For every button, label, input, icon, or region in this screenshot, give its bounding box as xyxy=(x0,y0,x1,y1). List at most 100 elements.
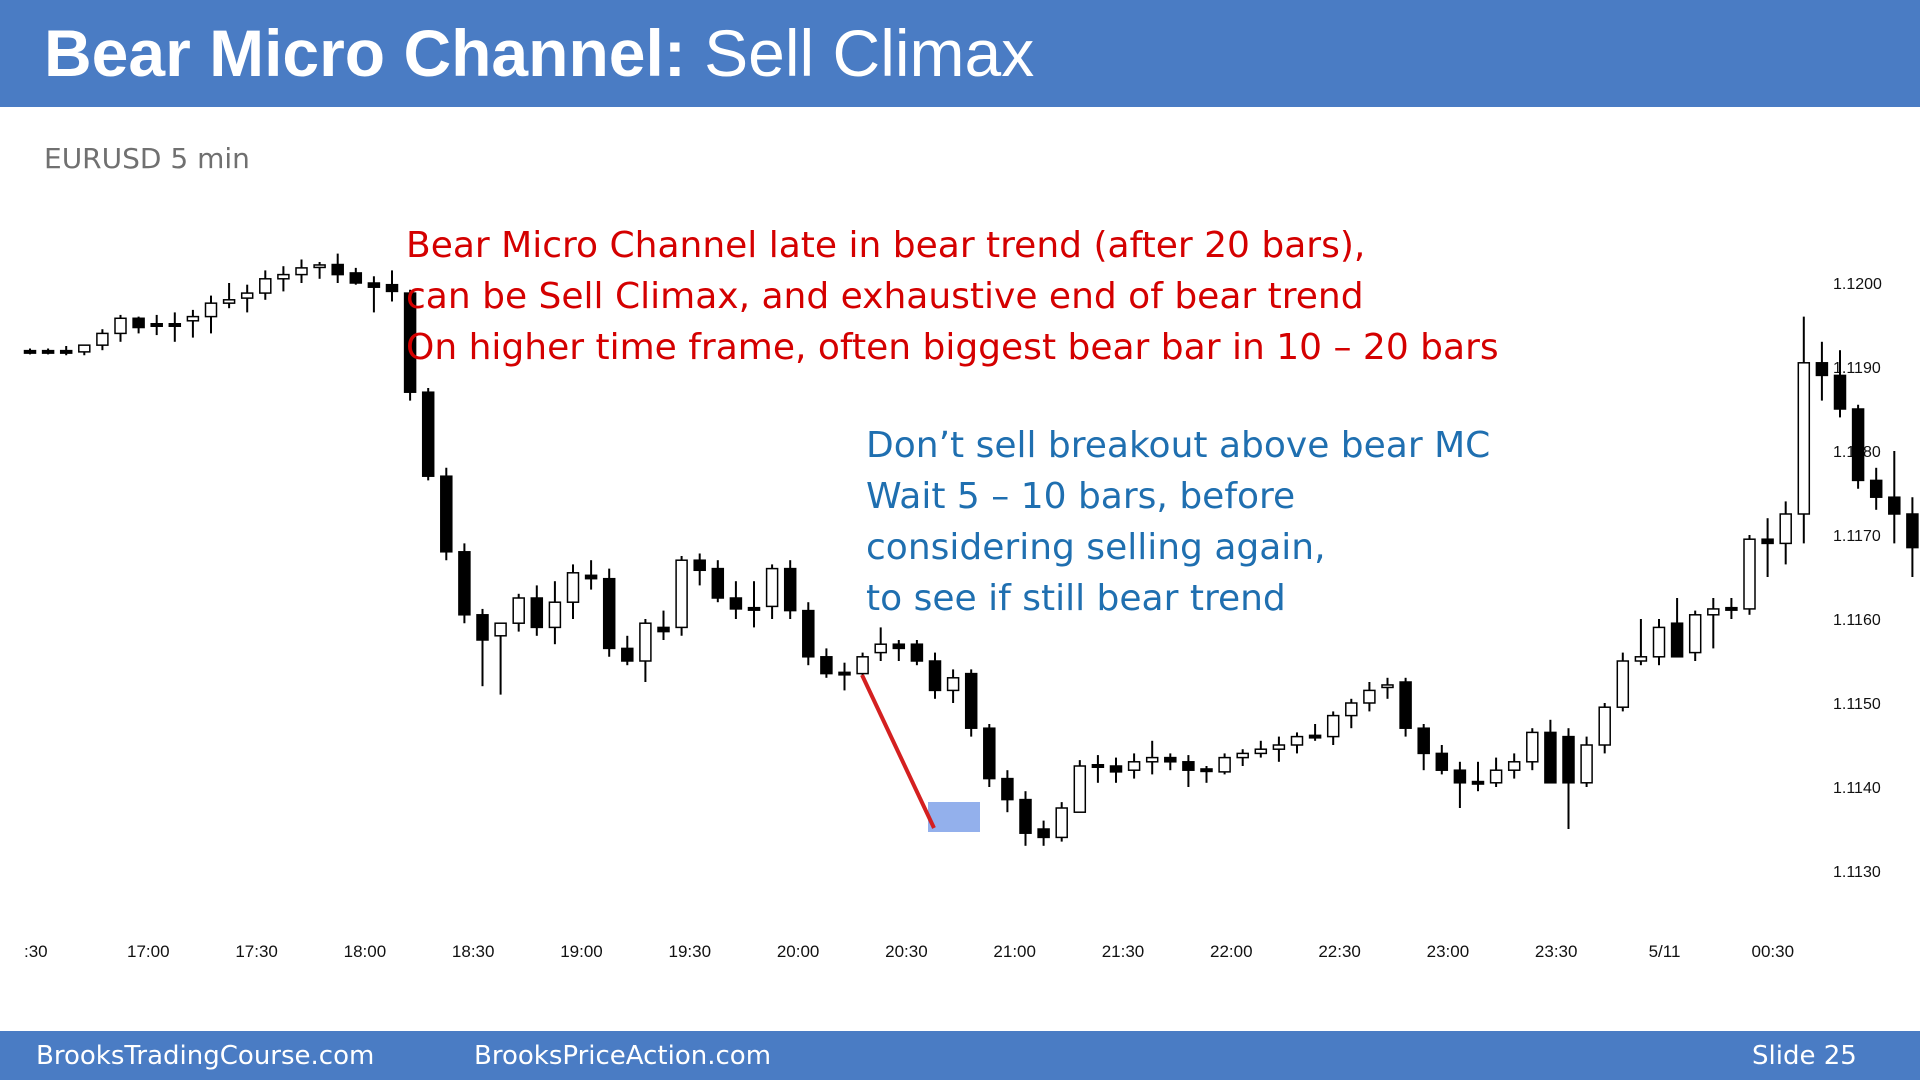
candle xyxy=(313,262,326,279)
candle xyxy=(856,652,869,678)
candle-body-bull xyxy=(1218,756,1231,773)
footer-link-brookspriceaction[interactable]: BrooksPriceAction.com xyxy=(474,1041,772,1071)
candle-body-bear xyxy=(59,349,73,354)
candle-body-bear xyxy=(1200,768,1213,773)
candle-body-bear xyxy=(1164,756,1177,763)
candle-body-bull xyxy=(1381,684,1394,689)
candle xyxy=(530,585,544,636)
candle-body-bear xyxy=(711,567,725,599)
candle-body-bear xyxy=(1308,734,1322,739)
candle xyxy=(421,388,435,481)
micro-channel-highlight xyxy=(928,802,980,832)
candle-body-bear xyxy=(657,626,670,633)
candle xyxy=(295,259,308,283)
candle-body-bear xyxy=(1109,765,1123,773)
candle-body-bear xyxy=(1417,727,1430,755)
candle xyxy=(494,622,507,695)
candle-body-bear xyxy=(23,349,37,354)
candle xyxy=(458,543,471,624)
candle xyxy=(729,581,743,619)
blue-annotation-line: Wait 5 – 10 bars, before xyxy=(866,476,1296,517)
candle xyxy=(1634,619,1648,666)
candle-body-bear xyxy=(530,597,544,629)
candle xyxy=(964,669,978,737)
candle xyxy=(1127,753,1141,779)
candle-body-bear xyxy=(729,597,743,610)
candle xyxy=(1073,760,1087,813)
candle xyxy=(1906,497,1919,577)
candle-body-bear xyxy=(1888,496,1901,515)
footer-link-brookstradingcourse[interactable]: BrooksTradingCourse.com xyxy=(36,1041,375,1071)
red-annotation: Bear Micro Channel late in bear trend (a… xyxy=(406,220,1499,373)
candle xyxy=(240,284,254,313)
candle xyxy=(1526,728,1539,771)
candle xyxy=(1707,598,1720,649)
candle-body-bear xyxy=(1019,798,1032,834)
candle-body-bull xyxy=(675,559,688,629)
x-tick-label: 00:30 xyxy=(1752,942,1795,961)
candle xyxy=(114,314,127,342)
candle-body-bull xyxy=(277,273,290,280)
candle xyxy=(1381,677,1394,699)
candle-body-bull xyxy=(548,601,562,629)
slide-number: Slide 25 xyxy=(1752,1041,1857,1071)
x-tick-label: 21:30 xyxy=(1102,942,1145,961)
candle-body-bear xyxy=(1001,777,1014,801)
candle xyxy=(946,669,960,703)
y-tick-label: 1.1170 xyxy=(1833,528,1881,545)
candle xyxy=(711,560,725,603)
candle-body-bull xyxy=(1526,731,1539,763)
candle xyxy=(132,316,145,334)
candle-body-bear xyxy=(1761,538,1774,545)
candle-body-bear xyxy=(1725,606,1738,611)
x-tick-label: 19:00 xyxy=(560,942,603,961)
candle xyxy=(59,346,73,356)
candle xyxy=(1833,350,1847,418)
x-tick-label: 18:00 xyxy=(344,942,387,961)
x-tick-label: 22:00 xyxy=(1210,942,1253,961)
slide-title: Bear Micro Channel: Sell Climax xyxy=(44,16,1034,90)
candle-body-bull xyxy=(1707,608,1720,616)
candle xyxy=(1815,341,1829,401)
candle xyxy=(41,348,55,355)
candle xyxy=(566,564,580,619)
candle-body-bear xyxy=(602,577,616,650)
candle xyxy=(222,283,236,309)
candle-body-bear xyxy=(1670,622,1684,658)
x-tick-label: 20:00 xyxy=(777,942,820,961)
candle-body-bear xyxy=(693,559,706,572)
candle xyxy=(1109,757,1123,783)
candle xyxy=(1345,698,1358,729)
candle xyxy=(1544,719,1557,784)
candle xyxy=(96,329,109,351)
x-tick-label: 17:30 xyxy=(235,942,278,961)
slide-title-bold: Bear Micro Channel: xyxy=(44,16,686,90)
candles xyxy=(23,253,1919,846)
candle xyxy=(1688,610,1702,661)
candle xyxy=(1779,501,1792,565)
candle-body-bear xyxy=(1562,735,1575,784)
x-tick-label: 23:00 xyxy=(1427,942,1470,961)
x-tick-label: 5/11 xyxy=(1649,942,1681,961)
candle xyxy=(1417,724,1430,771)
candle-body-bull xyxy=(1652,626,1666,658)
candle-body-bull xyxy=(1616,660,1630,708)
red-annotation-line: Bear Micro Channel late in bear trend (a… xyxy=(406,225,1366,266)
candle xyxy=(1869,467,1883,510)
candle xyxy=(693,553,706,586)
candle-body-bull xyxy=(946,677,960,692)
candle xyxy=(838,662,851,691)
candle-body-bear xyxy=(783,567,797,612)
candle xyxy=(1218,753,1231,775)
candle-body-bull xyxy=(222,299,236,304)
candle-body-bear xyxy=(403,292,417,393)
candle-body-bear xyxy=(349,272,363,284)
candle-body-bear xyxy=(331,263,344,276)
blue-annotation-line: to see if still bear trend xyxy=(866,578,1286,619)
candle xyxy=(1037,820,1050,846)
candle xyxy=(349,267,363,285)
candle-body-bear xyxy=(1037,828,1050,839)
candle xyxy=(928,652,942,699)
candle-body-bear xyxy=(1906,513,1919,549)
candle-body-bear xyxy=(910,643,924,662)
